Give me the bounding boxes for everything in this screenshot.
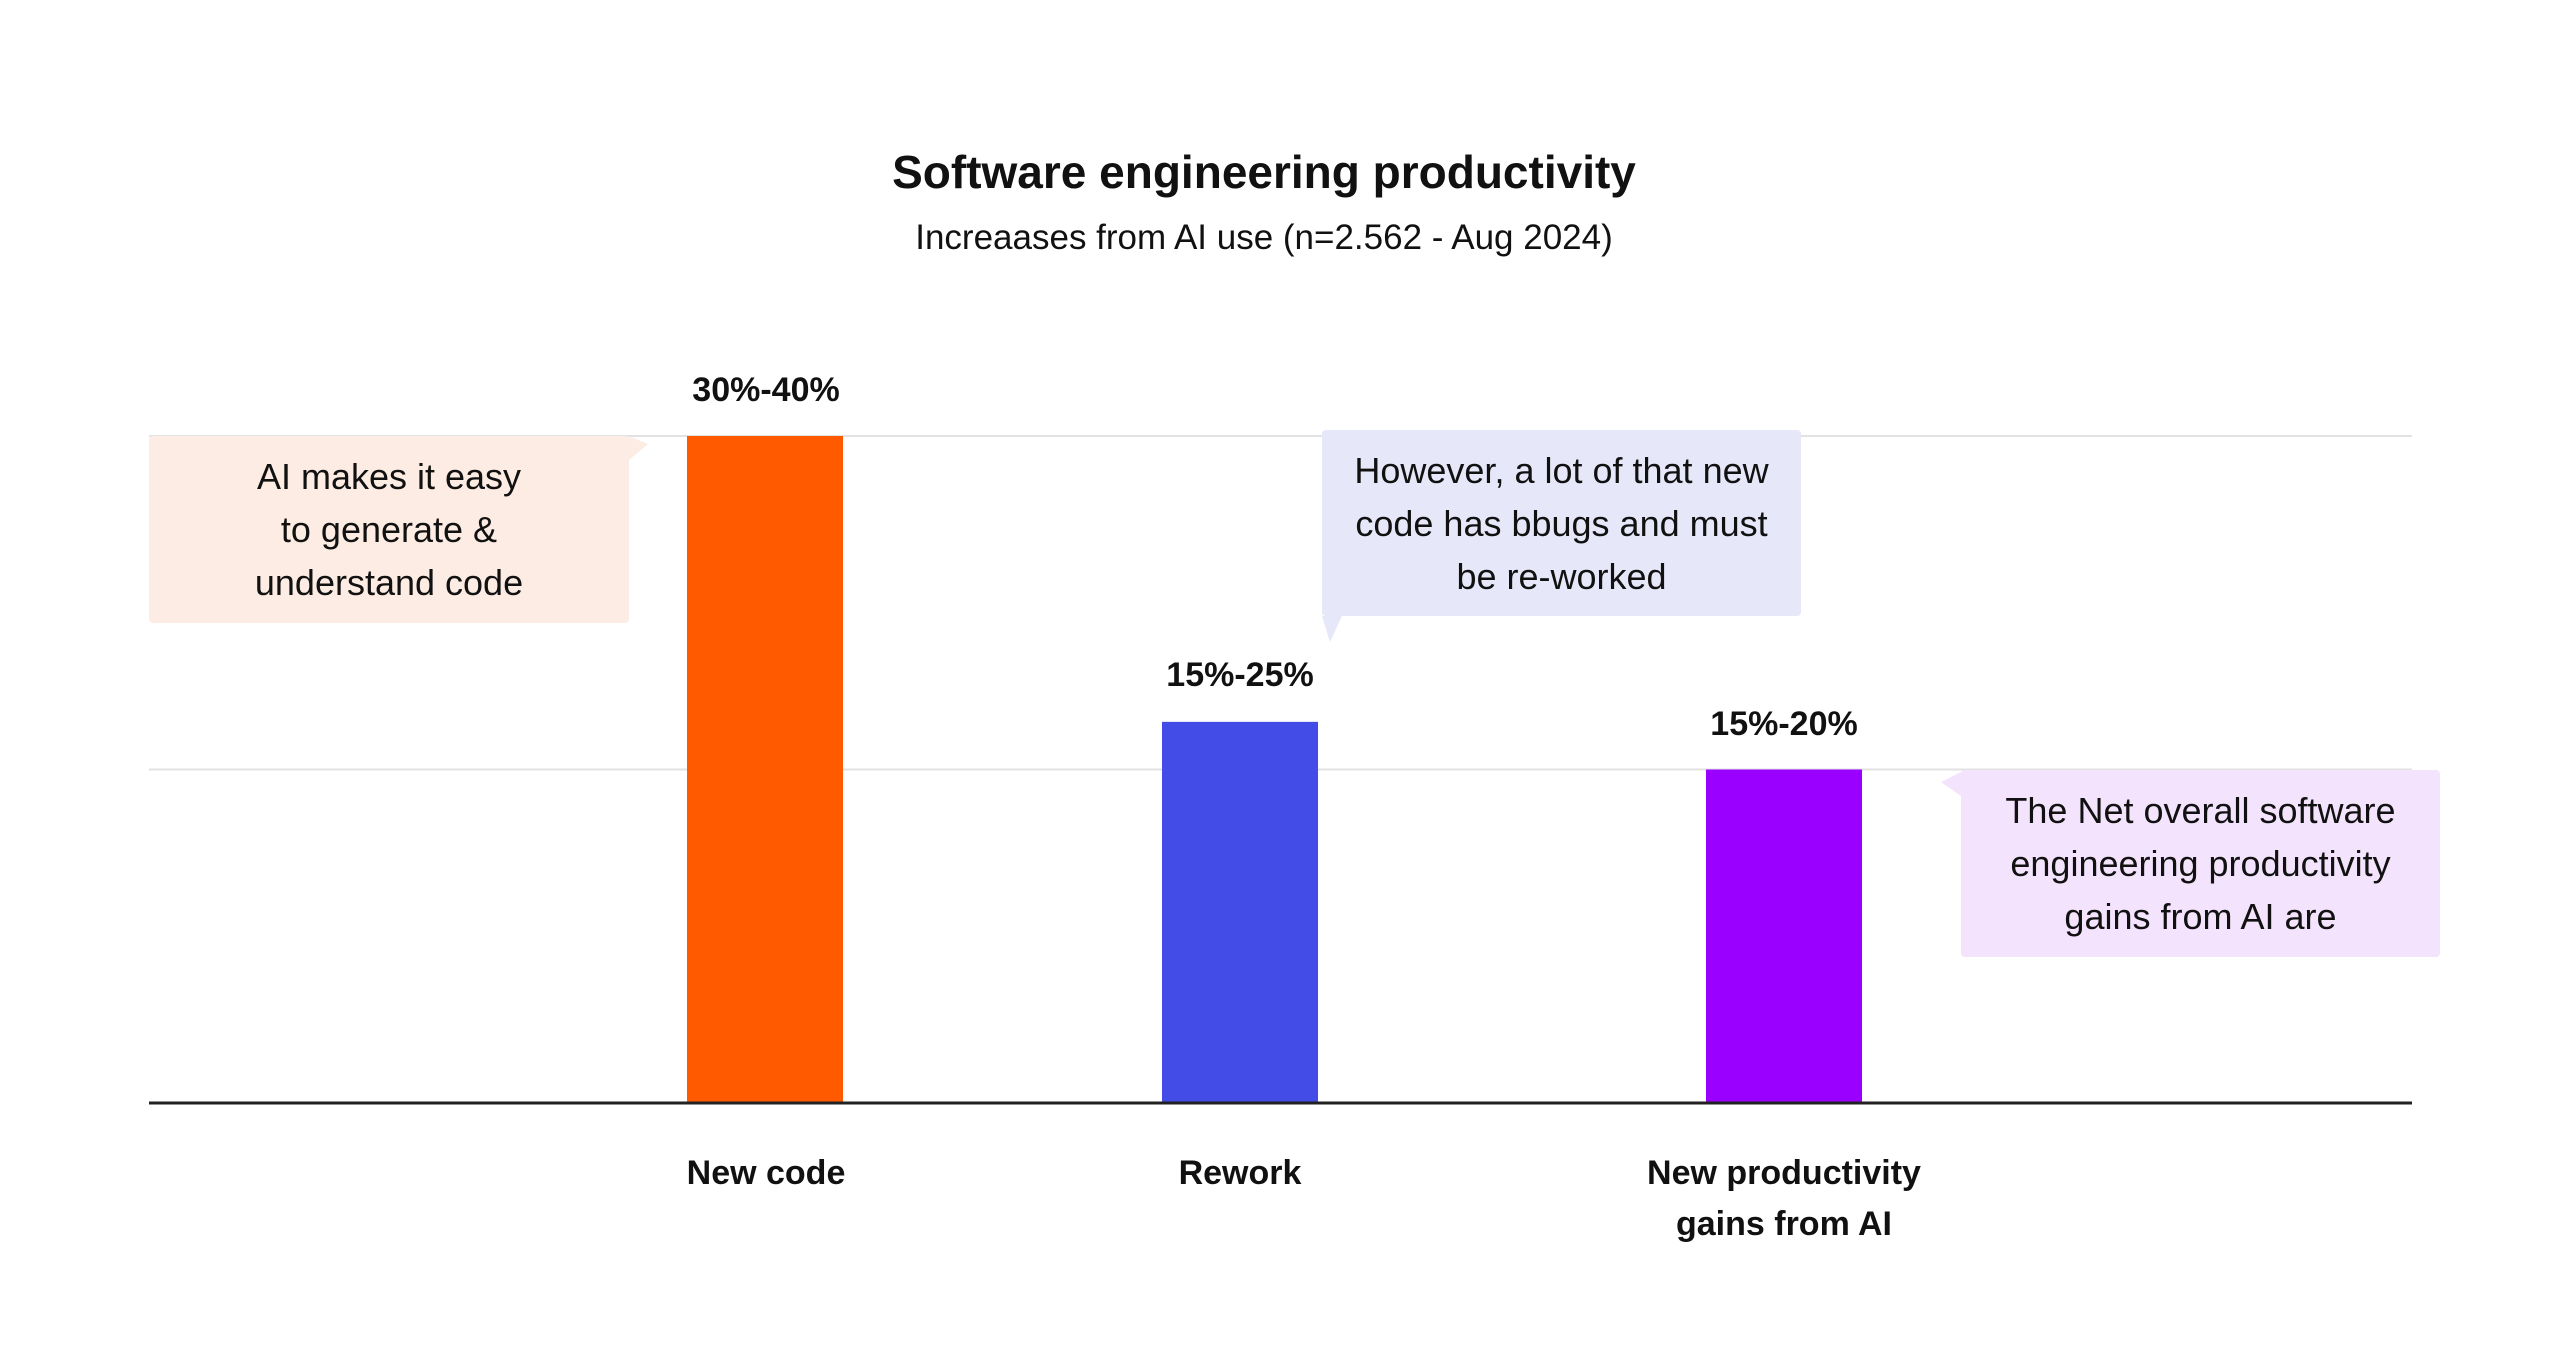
value-label-rework: 15%-25%	[1166, 656, 1314, 694]
bar-new-code	[687, 436, 843, 1103]
value-label-new-code: 30%-40%	[692, 371, 840, 409]
bar-new-productivity-gains-from-ai	[1706, 769, 1862, 1103]
category-label-new-productivity: New productivity gains from AI	[1647, 1154, 1921, 1243]
annotation-new-code: AI makes it easy to generate & understan…	[149, 436, 629, 623]
bar-rework	[1162, 721, 1318, 1103]
value-label-new-productivity: 15%-20%	[1710, 705, 1858, 743]
annotation-rework: However, a lot of that new code has bbug…	[1322, 430, 1801, 616]
category-label-rework: Rework	[1178, 1154, 1302, 1192]
callout-pointer	[1322, 616, 1342, 642]
callout-pointer	[1941, 772, 1961, 796]
chart-subtitle: Increaases from AI use (n=2.562 - Aug 20…	[915, 218, 1613, 257]
annotation-net-gains: The Net overall software engineering pro…	[1961, 770, 2440, 957]
category-label-new-code: New code	[686, 1154, 846, 1192]
callout-pointer	[629, 436, 648, 460]
chart-title: Software engineering productivity	[892, 146, 1636, 198]
